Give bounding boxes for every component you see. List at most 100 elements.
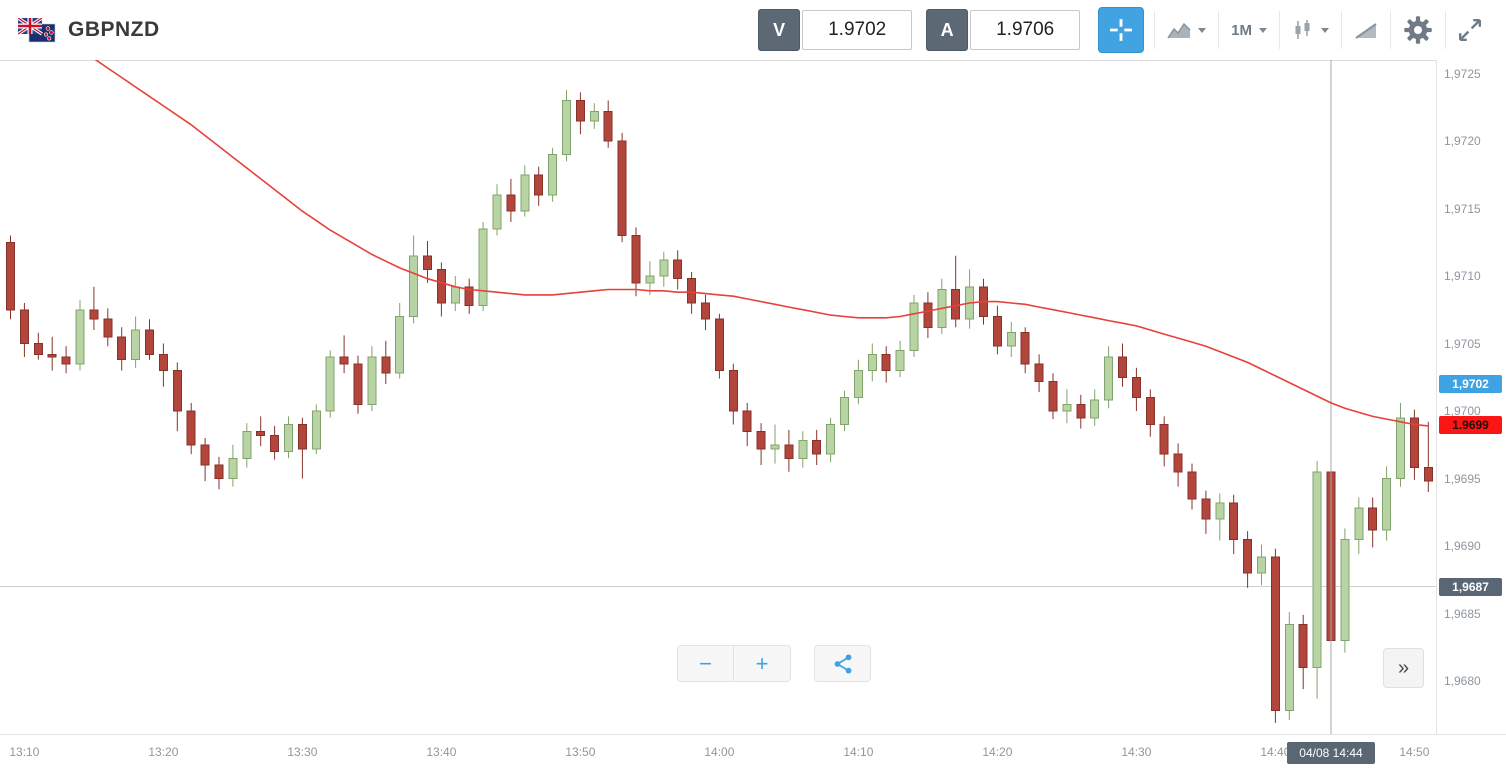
- candle-body: [728, 370, 738, 412]
- candle-body: [1020, 332, 1030, 365]
- chart-plot[interactable]: [0, 60, 1437, 735]
- candle-body: [909, 302, 919, 351]
- candle-body: [520, 174, 530, 212]
- indicators-button[interactable]: [1342, 0, 1390, 60]
- price-tick-label: 1,9680: [1444, 674, 1481, 688]
- bid-label: V: [758, 9, 801, 51]
- share-controls: [814, 645, 871, 682]
- time-axis[interactable]: 13:10 13:20 13:30 13:40 13:50 14:00 14:10 14:20…: [0, 734, 1506, 772]
- expand-arrows-icon: [1458, 18, 1482, 42]
- candle-body: [75, 309, 85, 365]
- bid-quote-button[interactable]: V 1.9702: [758, 9, 913, 51]
- candle-body: [1201, 498, 1211, 520]
- candle-body: [1423, 467, 1433, 482]
- candle-body: [19, 309, 29, 344]
- price-tick-label: 1,9705: [1444, 336, 1481, 351]
- candle-body: [534, 174, 544, 196]
- candle-body: [562, 100, 571, 155]
- candle-body: [33, 343, 43, 355]
- candle-body: [589, 110, 599, 122]
- candle-body: [436, 268, 446, 304]
- candle-body: [117, 336, 127, 361]
- candle-body: [311, 410, 321, 450]
- candle-body: [131, 329, 141, 361]
- price-tick-label: 1,9700: [1444, 404, 1481, 418]
- candle-body: [1118, 356, 1127, 378]
- candle-body: [89, 309, 99, 320]
- toolbar-separator: [1218, 11, 1220, 49]
- timeframe-dropdown[interactable]: 1M: [1219, 0, 1279, 60]
- crosshair-tool-button[interactable]: [1098, 7, 1145, 53]
- level-price-badge: 1,9687: [1439, 577, 1502, 596]
- toolbar-separator: [1445, 11, 1446, 49]
- candle-body: [353, 363, 363, 405]
- candle-body: [548, 154, 558, 196]
- candle-body: [992, 316, 1002, 347]
- time-tick-label: 13:50: [565, 745, 596, 759]
- trend-ramp-icon: [1354, 20, 1378, 40]
- chevron-down-icon: [1259, 27, 1267, 33]
- price-tick-label: 1,9710: [1444, 269, 1481, 283]
- candle-body: [645, 275, 655, 284]
- share-button[interactable]: [814, 645, 871, 682]
- price-tick-label: 1,9685: [1444, 606, 1481, 621]
- candle-body: [1006, 332, 1016, 347]
- zoom-out-button[interactable]: −: [677, 645, 734, 682]
- header: GBPNZD V 1.9702 A 1.9706: [0, 0, 1506, 61]
- candle-body: [1270, 556, 1280, 712]
- candle-body: [1062, 403, 1072, 412]
- candlestick-chart[interactable]: [0, 60, 1437, 735]
- candle-body: [1382, 478, 1392, 531]
- collapse-panel-button[interactable]: »: [1383, 648, 1424, 688]
- time-tick-label: 13:30: [287, 745, 318, 759]
- candle-body: [47, 353, 57, 358]
- candle-body: [1076, 403, 1086, 419]
- candle-body: [770, 444, 780, 450]
- ask-value: 1.9706: [970, 10, 1081, 50]
- minus-icon: −: [699, 650, 712, 676]
- chart-type-dropdown[interactable]: [1155, 0, 1218, 60]
- candle-body: [673, 259, 683, 280]
- chevron-down-icon: [1321, 27, 1329, 33]
- candle-body: [61, 356, 71, 365]
- last-price-badge: 1.9699: [1439, 415, 1502, 434]
- candle-body: [1159, 424, 1169, 455]
- crosshair-time-badge: 04/08 14:44: [1287, 742, 1375, 764]
- zoom-in-button[interactable]: +: [734, 645, 791, 682]
- candle-body: [242, 430, 252, 459]
- price-axis[interactable]: 1,9680 1,9685 1,9690 1,9695 1,9700 1,9705 1,97…: [1436, 60, 1506, 735]
- time-tick-label: 14:00: [704, 745, 735, 759]
- price-tick-label: 1,9720: [1444, 134, 1481, 148]
- candle-body: [1368, 507, 1378, 531]
- candle-body: [395, 316, 405, 374]
- candle-body: [1090, 399, 1100, 419]
- candlestick-icon: [1292, 20, 1314, 40]
- price-tick-label: 1,9725: [1444, 66, 1481, 81]
- candle-body: [172, 370, 182, 412]
- candle-body: [742, 410, 752, 432]
- price-tick-label: 1,9695: [1444, 471, 1481, 486]
- area-chart-icon: [1167, 21, 1191, 39]
- toolbar-separator: [1341, 11, 1342, 49]
- candle-body: [450, 286, 460, 304]
- candle-body: [687, 278, 697, 304]
- toolbar: V 1.9702 A 1.9706: [758, 0, 1506, 60]
- candle-body: [270, 434, 280, 452]
- candle-body: [478, 228, 488, 307]
- ask-quote-button[interactable]: A 1.9706: [926, 9, 1081, 51]
- settings-button[interactable]: [1391, 0, 1445, 60]
- candle-body: [853, 370, 863, 398]
- double-chevron-right-icon: »: [1397, 656, 1410, 679]
- candle-body: [325, 356, 335, 412]
- candle-body: [1284, 623, 1294, 712]
- candle-body: [1298, 623, 1308, 668]
- symbol-title: GBPNZD: [68, 18, 160, 41]
- time-tick-label: 14:30: [1121, 745, 1152, 759]
- candle-body: [895, 349, 905, 371]
- candle-body: [339, 356, 349, 365]
- candle-body: [756, 430, 766, 450]
- fullscreen-button[interactable]: [1446, 0, 1494, 60]
- candle-style-dropdown[interactable]: [1280, 0, 1341, 60]
- candle-body: [103, 318, 113, 338]
